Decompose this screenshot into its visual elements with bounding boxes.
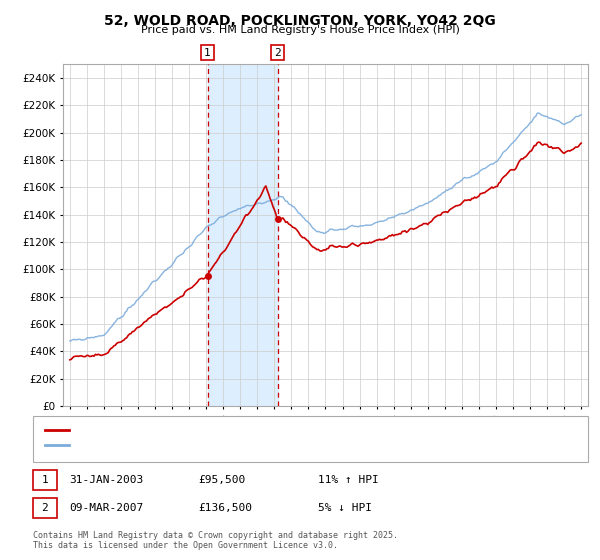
Text: Price paid vs. HM Land Registry's House Price Index (HPI): Price paid vs. HM Land Registry's House … <box>140 25 460 35</box>
Text: Contains HM Land Registry data © Crown copyright and database right 2025.
This d: Contains HM Land Registry data © Crown c… <box>33 531 398 550</box>
Text: 1: 1 <box>41 475 49 485</box>
Text: 5% ↓ HPI: 5% ↓ HPI <box>318 503 372 513</box>
Text: 52, WOLD ROAD, POCKLINGTON, YORK, YO42 2QG (semi-detached house): 52, WOLD ROAD, POCKLINGTON, YORK, YO42 2… <box>73 425 449 435</box>
Text: HPI: Average price, semi-detached house, East Riding of Yorkshire: HPI: Average price, semi-detached house,… <box>73 440 455 450</box>
Bar <box>208 64 278 406</box>
Text: 2: 2 <box>274 48 281 58</box>
Text: 11% ↑ HPI: 11% ↑ HPI <box>318 475 379 485</box>
Text: 31-JAN-2003: 31-JAN-2003 <box>69 475 143 485</box>
Text: 2: 2 <box>41 503 49 513</box>
Text: 1: 1 <box>204 48 211 58</box>
Text: 09-MAR-2007: 09-MAR-2007 <box>69 503 143 513</box>
Text: 52, WOLD ROAD, POCKLINGTON, YORK, YO42 2QG: 52, WOLD ROAD, POCKLINGTON, YORK, YO42 2… <box>104 14 496 28</box>
Text: £136,500: £136,500 <box>198 503 252 513</box>
Text: £95,500: £95,500 <box>198 475 245 485</box>
